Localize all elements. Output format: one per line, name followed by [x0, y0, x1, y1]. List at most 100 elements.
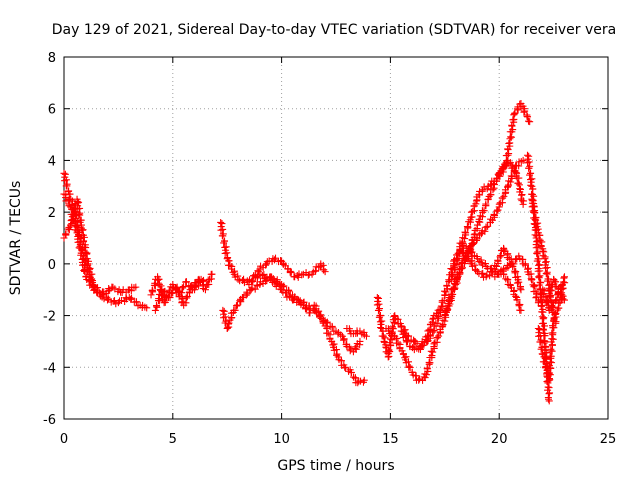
data-point-interp — [471, 261, 479, 269]
data-point-interp — [380, 337, 388, 345]
data-point — [208, 270, 216, 278]
data-point-interp — [510, 111, 518, 119]
y-tick-label: 2 — [48, 206, 56, 221]
data-point-interp — [529, 196, 537, 204]
data-point-interp — [76, 211, 84, 219]
data-point-interp — [518, 191, 526, 199]
data-point-interp — [75, 198, 83, 206]
grid — [64, 57, 608, 419]
data-point-interp — [434, 314, 442, 322]
data-point-interp — [536, 332, 544, 340]
data-point-interp — [221, 249, 229, 257]
data-point-interp — [541, 322, 549, 330]
data-point-interp — [481, 227, 489, 235]
data-point — [143, 304, 151, 312]
data-point-interp — [560, 274, 568, 282]
data-point-interp — [525, 158, 533, 166]
data-point-interp — [458, 249, 466, 257]
data-point-interp — [221, 313, 229, 321]
data-point-interp — [554, 288, 562, 296]
data-point-interp — [428, 352, 436, 360]
data-point-interp — [217, 226, 225, 234]
data-points — [60, 100, 569, 405]
data-point-interp — [422, 371, 430, 379]
data-point-interp — [523, 113, 531, 121]
data-point-interp — [493, 207, 501, 215]
data-point-interp — [386, 348, 394, 356]
data-point-interp — [486, 272, 494, 280]
data-point-interp — [468, 213, 476, 221]
data-point-interp — [516, 284, 524, 292]
data-point-interp — [243, 290, 251, 298]
data-point-interp — [535, 261, 543, 269]
data-point-interp — [509, 116, 517, 124]
data-point-interp — [453, 275, 461, 283]
data-point-interp — [225, 320, 233, 328]
data-point-interp — [535, 281, 543, 289]
data-point-interp — [86, 264, 94, 272]
data-point-interp — [509, 126, 517, 134]
data-point-interp — [319, 266, 327, 274]
data-point — [541, 255, 549, 263]
data-point-interp — [61, 170, 69, 178]
data-point-interp — [128, 294, 136, 302]
data-point-interp — [520, 108, 528, 116]
data-point-interp — [315, 307, 323, 315]
data-point-interp — [508, 173, 516, 181]
data-point-interp — [83, 250, 91, 258]
y-axis-label: SDTVAR / TECUs — [8, 181, 24, 296]
data-point — [151, 306, 159, 314]
data-point-interp — [182, 294, 190, 302]
data-point-interp — [435, 313, 443, 320]
data-point-interp — [178, 284, 186, 292]
series-sat-n — [441, 156, 527, 320]
data-point-interp — [531, 215, 539, 223]
data-point — [360, 376, 368, 384]
data-point — [104, 296, 112, 304]
data-point-interp — [495, 200, 503, 208]
data-point-interp — [494, 206, 502, 214]
data-point — [223, 325, 231, 332]
data-point-interp — [508, 122, 516, 130]
data-point-interp — [220, 237, 228, 245]
data-point-interp — [275, 281, 283, 289]
data-point-interp — [178, 298, 186, 306]
data-point-interp — [514, 179, 522, 187]
data-point — [447, 275, 455, 283]
data-point — [517, 306, 525, 314]
data-point-interp — [544, 298, 552, 306]
y-tick-label: 4 — [48, 154, 56, 169]
series-sat-k — [373, 293, 444, 361]
data-point-interp — [333, 351, 341, 359]
data-point — [545, 397, 553, 405]
y-tick-label: 8 — [48, 51, 56, 66]
data-point-interp — [487, 265, 495, 273]
series-sat-b — [60, 169, 140, 299]
data-point-interp — [287, 268, 295, 276]
data-point-interp — [166, 294, 174, 302]
data-point-interp — [420, 341, 428, 349]
data-point — [526, 118, 534, 126]
data-point — [341, 363, 349, 371]
data-point-interp — [533, 257, 541, 265]
data-point-interp — [262, 261, 270, 269]
data-point — [90, 286, 98, 294]
data-point-interp — [340, 336, 348, 344]
data-point-interp — [538, 343, 546, 351]
series-sat-e — [151, 275, 209, 314]
data-point-interp — [482, 223, 490, 231]
data-point-interp — [326, 334, 334, 342]
data-point-interp — [385, 346, 393, 354]
data-point-interp — [312, 267, 320, 275]
data-point-interp — [375, 313, 383, 321]
data-point-interp — [155, 280, 163, 288]
data-point-interp — [546, 389, 554, 397]
data-point-interp — [532, 214, 540, 222]
data-point-interp — [424, 327, 432, 335]
data-point-interp — [543, 270, 551, 278]
data-point-interp — [463, 223, 471, 231]
data-point-interp — [544, 395, 552, 403]
data-point — [539, 286, 547, 294]
data-point — [519, 156, 527, 164]
